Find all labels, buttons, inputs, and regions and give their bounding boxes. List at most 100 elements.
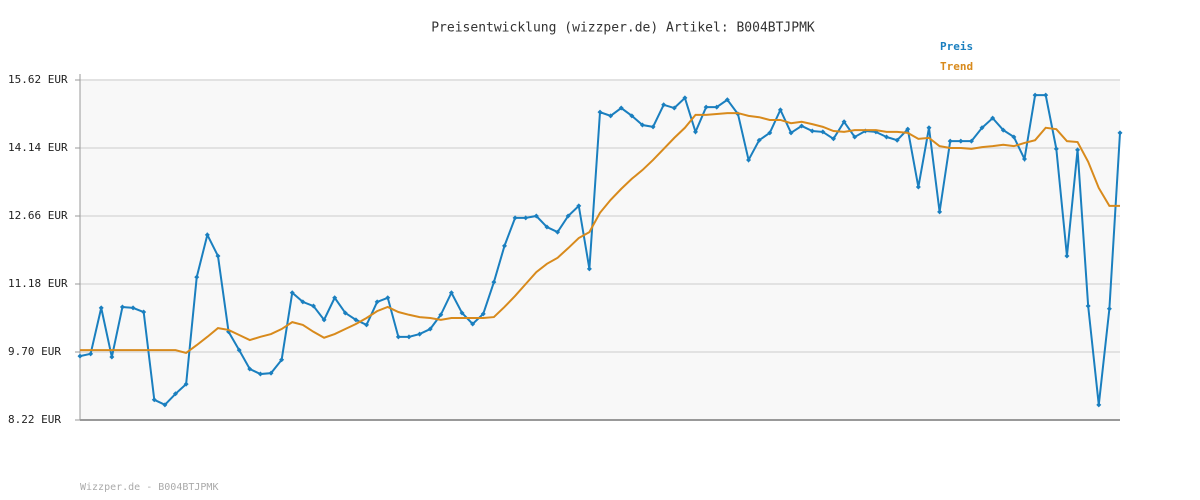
data-point <box>512 215 518 221</box>
data-point <box>119 304 125 310</box>
y-tick-label: 11.18 EUR <box>8 277 68 290</box>
data-point <box>703 104 709 110</box>
data-point <box>151 397 157 403</box>
data-point <box>947 138 953 144</box>
data-point <box>565 213 571 219</box>
data-point <box>204 232 210 238</box>
data-point <box>650 124 656 130</box>
data-point <box>1106 306 1112 312</box>
data-point <box>406 334 412 340</box>
data-point <box>937 209 943 215</box>
data-point <box>979 125 985 131</box>
data-point <box>130 305 136 311</box>
data-point <box>364 322 370 328</box>
data-point <box>724 97 730 103</box>
data-point <box>141 309 147 315</box>
data-point <box>926 125 932 131</box>
data-point <box>385 295 391 301</box>
data-point <box>162 402 168 408</box>
data-point <box>586 266 592 272</box>
data-point <box>756 137 762 143</box>
data-point <box>841 119 847 125</box>
data-point <box>777 107 783 113</box>
data-point <box>884 134 890 140</box>
data-point <box>576 203 582 209</box>
data-point <box>671 105 677 111</box>
data-point <box>1043 92 1049 98</box>
data-point <box>1000 127 1006 133</box>
data-point <box>279 357 285 363</box>
data-point <box>555 229 561 235</box>
data-point <box>98 305 104 311</box>
data-point <box>661 102 667 108</box>
y-tick-label: 14.14 EUR <box>8 141 68 154</box>
data-point <box>1075 147 1081 153</box>
data-point <box>88 351 94 357</box>
data-point <box>820 129 826 135</box>
data-point <box>799 123 805 129</box>
data-point <box>247 366 253 372</box>
data-point <box>438 312 444 318</box>
data-point <box>427 326 433 332</box>
data-point <box>310 303 316 309</box>
y-tick-label: 8.22 EUR <box>8 413 61 426</box>
data-point <box>480 311 486 317</box>
data-point <box>1053 146 1059 152</box>
data-point <box>639 122 645 128</box>
data-point <box>470 321 476 327</box>
data-point <box>788 130 794 136</box>
data-point <box>215 253 221 259</box>
data-point <box>1085 303 1091 309</box>
data-point <box>809 128 815 134</box>
data-point <box>417 331 423 337</box>
data-point <box>332 295 338 301</box>
data-point <box>1032 92 1038 98</box>
data-point <box>894 137 900 143</box>
data-point <box>300 299 306 305</box>
legend-label: Preis <box>940 40 973 53</box>
data-point <box>183 381 189 387</box>
data-point <box>693 129 699 135</box>
data-point <box>915 184 921 190</box>
data-point <box>77 353 83 359</box>
data-point <box>533 213 539 219</box>
data-point <box>491 279 497 285</box>
data-point <box>268 370 274 376</box>
data-point <box>173 391 179 397</box>
data-point <box>448 290 454 296</box>
series-line <box>80 112 1120 355</box>
y-tick-label: 12.66 EUR <box>8 209 68 222</box>
data-point <box>544 224 550 230</box>
data-point <box>1064 253 1070 259</box>
data-point <box>1011 134 1017 140</box>
data-point <box>905 126 911 132</box>
data-point <box>608 113 614 119</box>
data-point <box>629 113 635 119</box>
data-point <box>459 310 465 316</box>
data-point <box>968 138 974 144</box>
data-point <box>523 215 529 221</box>
data-point <box>374 299 380 305</box>
data-point <box>767 130 773 136</box>
data-point <box>682 95 688 101</box>
data-point <box>618 105 624 111</box>
data-point <box>1021 156 1027 162</box>
data-point <box>597 109 603 115</box>
data-point <box>353 317 359 323</box>
data-point <box>830 136 836 142</box>
data-point <box>958 138 964 144</box>
legend-label: Trend <box>940 60 973 73</box>
data-point <box>990 115 996 121</box>
y-tick-label: 15.62 EUR <box>8 73 68 86</box>
data-point <box>1096 402 1102 408</box>
data-point <box>257 371 263 377</box>
data-point <box>342 310 348 316</box>
data-point <box>395 334 401 340</box>
data-point <box>236 347 242 353</box>
data-point <box>109 354 115 360</box>
y-tick-label: 9.70 EUR <box>8 345 61 358</box>
data-point <box>321 317 327 323</box>
data-point <box>194 274 200 280</box>
data-point <box>714 104 720 110</box>
